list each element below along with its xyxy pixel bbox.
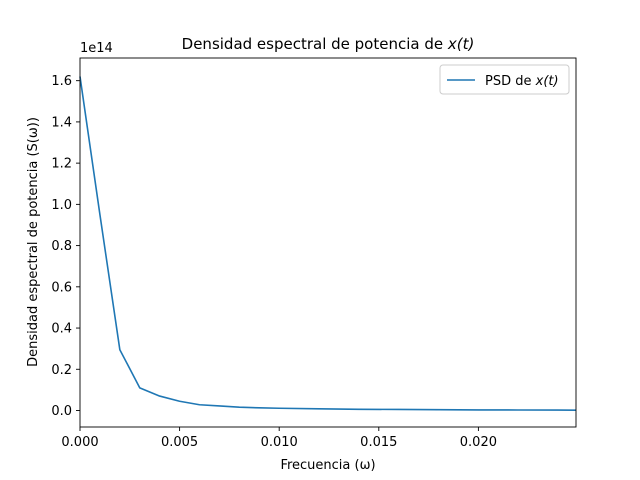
y-tick-label: 1.0 bbox=[51, 198, 72, 213]
y-tick-label: 1.4 bbox=[51, 115, 72, 130]
chart-title: Densidad espectral de potencia de x(t) bbox=[182, 35, 475, 53]
x-tick-label: 0.005 bbox=[161, 435, 198, 450]
legend: PSD de x(t) bbox=[439, 64, 570, 95]
x-tick-label: 0.000 bbox=[61, 435, 98, 450]
y-tick-label: 0.2 bbox=[51, 363, 72, 378]
y-tick-label: 0.0 bbox=[51, 404, 72, 419]
y-tick-label: 0.8 bbox=[51, 239, 72, 254]
x-axis-label: Frecuencia (ω) bbox=[280, 458, 375, 473]
y-offset-label: 1e14 bbox=[80, 41, 113, 56]
y-axis-label: Densidad espectral de potencia (S(ω)) bbox=[26, 117, 41, 367]
axis-ticks: 0.000 0.005 0.010 0.015 0.020 0.0 0.2 0.4 0.6 0.8… bbox=[51, 74, 497, 450]
y-tick-label: 1.6 bbox=[51, 74, 72, 89]
plot-frame bbox=[79, 57, 577, 428]
y-tick-label: 1.2 bbox=[51, 157, 72, 172]
y-tick-label: 0.4 bbox=[51, 322, 72, 337]
x-tick-label: 0.010 bbox=[261, 435, 298, 450]
legend-box bbox=[439, 64, 570, 95]
legend-label: PSD de x(t) bbox=[485, 74, 559, 89]
x-tick-label: 0.015 bbox=[360, 435, 397, 450]
x-tick-label: 0.020 bbox=[460, 435, 497, 450]
series-line bbox=[79, 76, 577, 411]
y-tick-label: 0.6 bbox=[51, 280, 72, 295]
